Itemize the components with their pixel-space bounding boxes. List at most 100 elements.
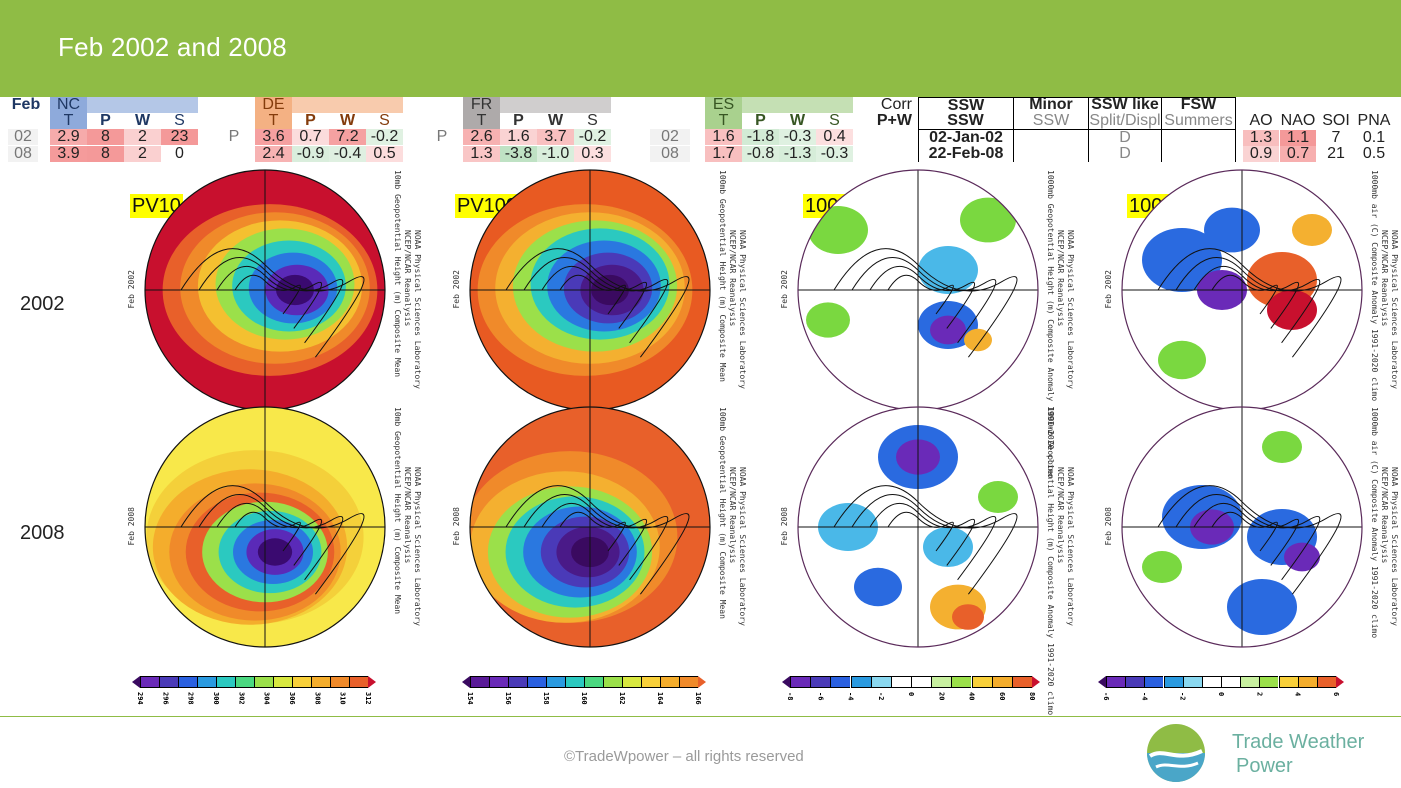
colorbar-tick: 166 bbox=[694, 692, 702, 705]
colorbar-segment bbox=[527, 676, 546, 688]
logo-icon bbox=[1147, 724, 1205, 782]
pw-label: P+W bbox=[876, 112, 912, 129]
ssw-cell bbox=[1161, 130, 1235, 146]
row-label: 08 bbox=[650, 146, 690, 162]
colorbar-tick: -4 bbox=[1140, 692, 1149, 701]
ssw-subheader: Summers bbox=[1161, 113, 1235, 129]
colorbar-tick: 154 bbox=[466, 692, 474, 705]
p-marker: P bbox=[436, 128, 448, 145]
map-credit: NCEP/NCAR Reanalysis bbox=[1380, 230, 1389, 327]
ssw-subheader-main: SSW bbox=[947, 112, 984, 129]
table-cell: 8 bbox=[87, 129, 124, 145]
colorbar-tick: 0 bbox=[907, 692, 915, 697]
table-cell: 3.6 bbox=[255, 129, 292, 145]
var-header: W bbox=[329, 113, 366, 129]
colorbar-segment bbox=[1316, 676, 1336, 688]
table-cell: 2 bbox=[124, 146, 161, 162]
ssw-border-mid bbox=[918, 129, 1235, 130]
colorbar-segment bbox=[1297, 676, 1317, 688]
map-3-0 bbox=[1121, 169, 1363, 411]
region-header: DE bbox=[255, 97, 292, 113]
map-caption: Feb 2002 bbox=[780, 270, 789, 309]
table-cell: 3.9 bbox=[50, 146, 87, 162]
row-label: 02 bbox=[8, 129, 38, 145]
table-cell: 3.7 bbox=[537, 129, 574, 145]
colorbar-segment bbox=[159, 676, 178, 688]
page-title: Feb 2002 and 2008 bbox=[58, 32, 287, 62]
map-credit: NOAA Physical Sciences Laboratory bbox=[738, 230, 747, 389]
colorbar-segment bbox=[830, 676, 851, 688]
map-1-0 bbox=[469, 169, 711, 411]
map-3-1 bbox=[1121, 406, 1363, 648]
ssw-header: FSW bbox=[1161, 97, 1235, 113]
colorbar: -6 -4 -2 0 2 4 6 bbox=[1098, 676, 1344, 700]
table-cell: -1.8 bbox=[742, 129, 779, 145]
map-credit: 100mb Geopotential Height (m) Composite … bbox=[718, 407, 727, 619]
footer-divider bbox=[0, 716, 1401, 717]
colorbar-segment bbox=[330, 676, 349, 688]
map-credit: NCEP/NCAR Reanalysis bbox=[1056, 230, 1065, 327]
colorbar-segment bbox=[698, 676, 706, 688]
colorbar-tick: 4 bbox=[1293, 692, 1302, 697]
table-cell: 1.6 bbox=[705, 129, 742, 145]
table-cell: 1.3 bbox=[463, 146, 500, 162]
colorbar-segment bbox=[368, 676, 376, 688]
var-header: P bbox=[87, 113, 124, 129]
ssw-cell: 22-Feb-08 bbox=[918, 146, 1013, 162]
year-label-2002: 2002 bbox=[20, 293, 65, 315]
table-cell: -1.0 bbox=[537, 146, 574, 162]
row-label: 08 bbox=[8, 146, 38, 162]
region-header: FR bbox=[463, 97, 500, 113]
colorbar-tick: -6 bbox=[1102, 692, 1110, 701]
colorbar-segment bbox=[603, 676, 622, 688]
table-cell: 0 bbox=[161, 146, 198, 162]
colorbar-tick: 302 bbox=[237, 692, 246, 705]
colorbar-tick: 304 bbox=[262, 692, 271, 705]
copyright-text: ©TradeWpower – all rights reserved bbox=[564, 748, 804, 765]
colorbar-segment bbox=[782, 676, 790, 688]
colorbar-segment bbox=[216, 676, 235, 688]
ssw-header: Minor bbox=[1013, 97, 1088, 113]
colorbar-segment bbox=[1098, 676, 1106, 688]
map-credit: 1000mb Geopotential Height (m) Composite… bbox=[1046, 407, 1055, 716]
colorbar-segment bbox=[951, 676, 972, 688]
map-credit: NCEP/NCAR Reanalysis bbox=[403, 230, 412, 327]
colorbar-segment bbox=[991, 676, 1012, 688]
map-caption: Feb 2002 bbox=[127, 270, 136, 309]
table-cell: 23 bbox=[161, 129, 198, 145]
map-credit: NCEP/NCAR Reanalysis bbox=[728, 467, 737, 564]
colorbar-tick: 6 bbox=[1332, 692, 1340, 697]
colorbar-tick: -2 bbox=[876, 692, 885, 701]
map-caption: Feb 2008 bbox=[127, 507, 136, 546]
colorbar-tick: 20 bbox=[937, 692, 946, 701]
colorbar-segment bbox=[292, 676, 311, 688]
p-marker: P bbox=[228, 128, 240, 145]
colorbar-segment bbox=[132, 676, 140, 688]
map-caption: Feb 2002 bbox=[1104, 270, 1113, 309]
colorbar-tick: 296 bbox=[161, 692, 170, 705]
ssw-border-top bbox=[918, 97, 1235, 98]
logo-line-2: Power bbox=[1236, 755, 1293, 777]
logo-line-1: Trade Weather bbox=[1232, 731, 1365, 753]
row-label: 02 bbox=[650, 129, 690, 145]
colorbar-segment bbox=[470, 676, 489, 688]
map-credit: NCEP/NCAR Reanalysis bbox=[1056, 467, 1065, 564]
colorbar-segment bbox=[565, 676, 584, 688]
colorbar-segment bbox=[850, 676, 871, 688]
ssw-cell: D bbox=[1088, 130, 1161, 146]
colorbar-tick: 156 bbox=[504, 692, 512, 705]
map-credit: NCEP/NCAR Reanalysis bbox=[403, 467, 412, 564]
table-cell: 0.4 bbox=[816, 129, 853, 145]
index-cell: 0.7 bbox=[1280, 146, 1316, 162]
colorbar-tick: 310 bbox=[338, 692, 347, 705]
table-cell: 7.2 bbox=[329, 129, 366, 145]
region-header-fill bbox=[292, 97, 403, 113]
ssw-subheader: Split/Displ bbox=[1088, 112, 1161, 129]
colorbar-segment bbox=[1201, 676, 1221, 688]
colorbar-segment bbox=[1106, 676, 1126, 688]
colorbar-segment bbox=[622, 676, 641, 688]
map-credit: NOAA Physical Sciences Laboratory bbox=[413, 230, 422, 389]
table-cell: -0.3 bbox=[779, 129, 816, 145]
table-cell: -0.2 bbox=[366, 129, 403, 145]
colorbar-segment bbox=[660, 676, 679, 688]
